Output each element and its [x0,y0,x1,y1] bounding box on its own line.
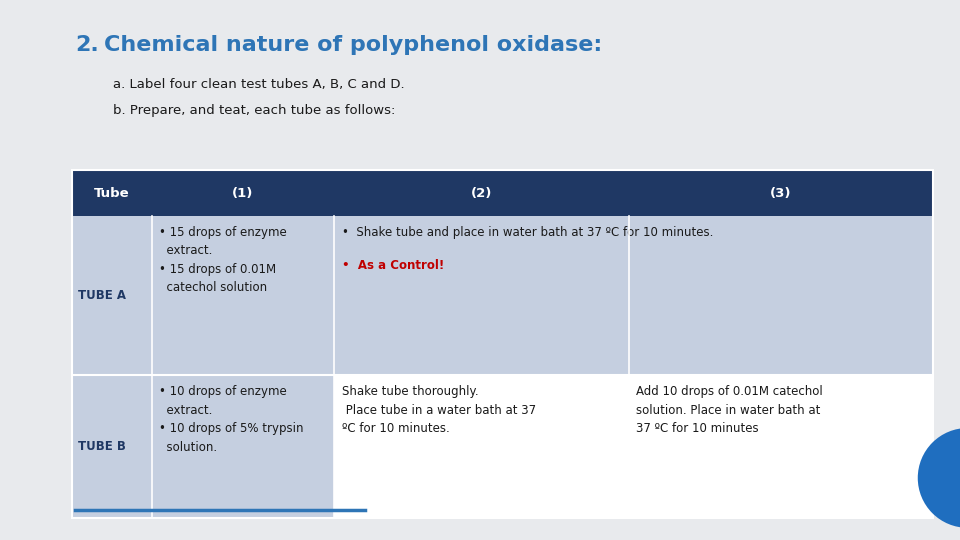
Text: • 10 drops of enzyme
  extract.
• 10 drops of 5% trypsin
  solution.: • 10 drops of enzyme extract. • 10 drops… [159,385,304,454]
Text: TUBE B: TUBE B [78,440,126,454]
Text: (3): (3) [770,186,792,200]
Text: Tube: Tube [94,186,130,200]
Bar [72,216,933,375]
Text: • 15 drops of enzyme
  extract.
• 15 drops of 0.01M
  catechol solution: • 15 drops of enzyme extract. • 15 drops… [159,226,287,294]
Text: (1): (1) [232,186,253,200]
Ellipse shape [918,428,960,528]
Text: a. Label four clean test tubes A, B, C and D.: a. Label four clean test tubes A, B, C a… [113,78,405,91]
Text: Shake tube thoroughly.
 Place tube in a water bath at 37
ºC for 10 minutes.: Shake tube thoroughly. Place tube in a w… [342,385,536,435]
Text: TUBE A: TUBE A [78,289,126,302]
Text: •  As a Control!: • As a Control! [342,259,444,272]
Bar [72,170,933,216]
Text: b. Prepare, and teat, each tube as follows:: b. Prepare, and teat, each tube as follo… [113,104,396,117]
Text: Chemical nature of polyphenol oxidase:: Chemical nature of polyphenol oxidase: [104,35,602,55]
Text: 2.: 2. [75,35,99,55]
Text: Add 10 drops of 0.01M catechol
solution. Place in water bath at
37 ºC for 10 min: Add 10 drops of 0.01M catechol solution.… [636,385,824,435]
Bar [334,375,933,518]
Text: •  Shake tube and place in water bath at 37 ºC for 10 minutes.: • Shake tube and place in water bath at … [342,226,713,239]
Bar [72,375,334,518]
Bar [72,170,933,518]
Text: (2): (2) [470,186,492,200]
